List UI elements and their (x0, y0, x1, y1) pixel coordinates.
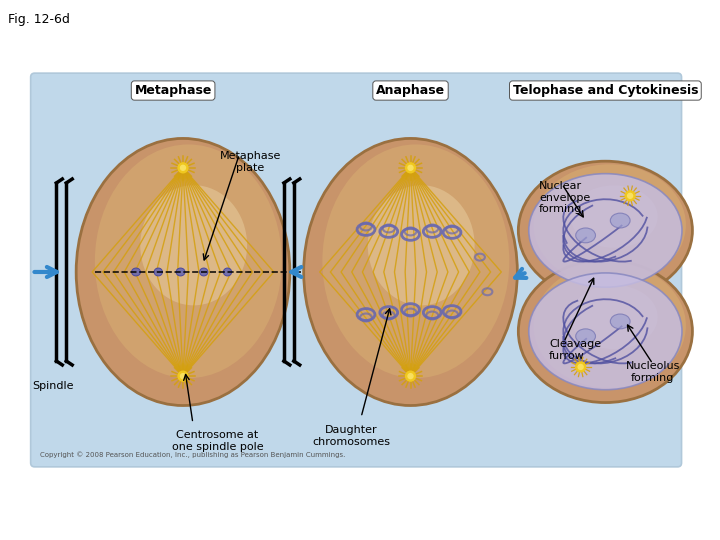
Text: Daughter
chromosomes: Daughter chromosomes (312, 426, 390, 447)
Text: Cleavage
furrow: Cleavage furrow (549, 339, 601, 361)
Circle shape (178, 163, 188, 173)
Ellipse shape (304, 138, 518, 406)
Ellipse shape (518, 260, 693, 402)
Text: Nucleolus
forming: Nucleolus forming (626, 361, 680, 383)
Ellipse shape (611, 213, 630, 228)
Ellipse shape (576, 329, 595, 343)
Ellipse shape (368, 185, 474, 305)
Ellipse shape (611, 314, 630, 329)
Ellipse shape (199, 268, 208, 276)
Ellipse shape (576, 228, 595, 243)
Ellipse shape (534, 164, 686, 286)
Circle shape (408, 374, 413, 379)
Ellipse shape (95, 144, 282, 378)
Ellipse shape (528, 174, 682, 287)
Text: Nuclear
envelope
forming: Nuclear envelope forming (539, 181, 590, 214)
Circle shape (628, 193, 633, 198)
Ellipse shape (140, 185, 247, 305)
Circle shape (408, 165, 413, 170)
Ellipse shape (132, 268, 140, 276)
Text: Metaphase: Metaphase (135, 84, 212, 97)
Circle shape (405, 371, 415, 381)
Circle shape (178, 371, 188, 381)
Ellipse shape (76, 138, 290, 406)
Ellipse shape (176, 268, 185, 276)
Text: Telophase and Cytokinesis: Telophase and Cytokinesis (513, 84, 698, 97)
Text: Copyright © 2008 Pearson Education, Inc., publishing as Pearson Benjamin Cumming: Copyright © 2008 Pearson Education, Inc.… (40, 451, 345, 458)
Ellipse shape (528, 273, 682, 390)
Circle shape (578, 364, 583, 369)
Ellipse shape (570, 185, 657, 248)
Text: Metaphase
plate: Metaphase plate (220, 151, 281, 173)
Ellipse shape (534, 264, 686, 388)
Text: Fig. 12-6d: Fig. 12-6d (8, 13, 70, 26)
Circle shape (625, 191, 635, 201)
Circle shape (405, 163, 415, 173)
Text: Spindle: Spindle (32, 381, 74, 391)
Circle shape (181, 374, 186, 379)
Circle shape (181, 165, 186, 170)
FancyBboxPatch shape (31, 73, 682, 467)
Ellipse shape (570, 285, 657, 349)
Ellipse shape (223, 268, 232, 276)
Ellipse shape (323, 144, 509, 378)
Circle shape (576, 362, 585, 372)
Text: Anaphase: Anaphase (376, 84, 445, 97)
Text: Centrosome at
one spindle pole: Centrosome at one spindle pole (172, 430, 264, 452)
Ellipse shape (518, 161, 693, 300)
Ellipse shape (154, 268, 163, 276)
